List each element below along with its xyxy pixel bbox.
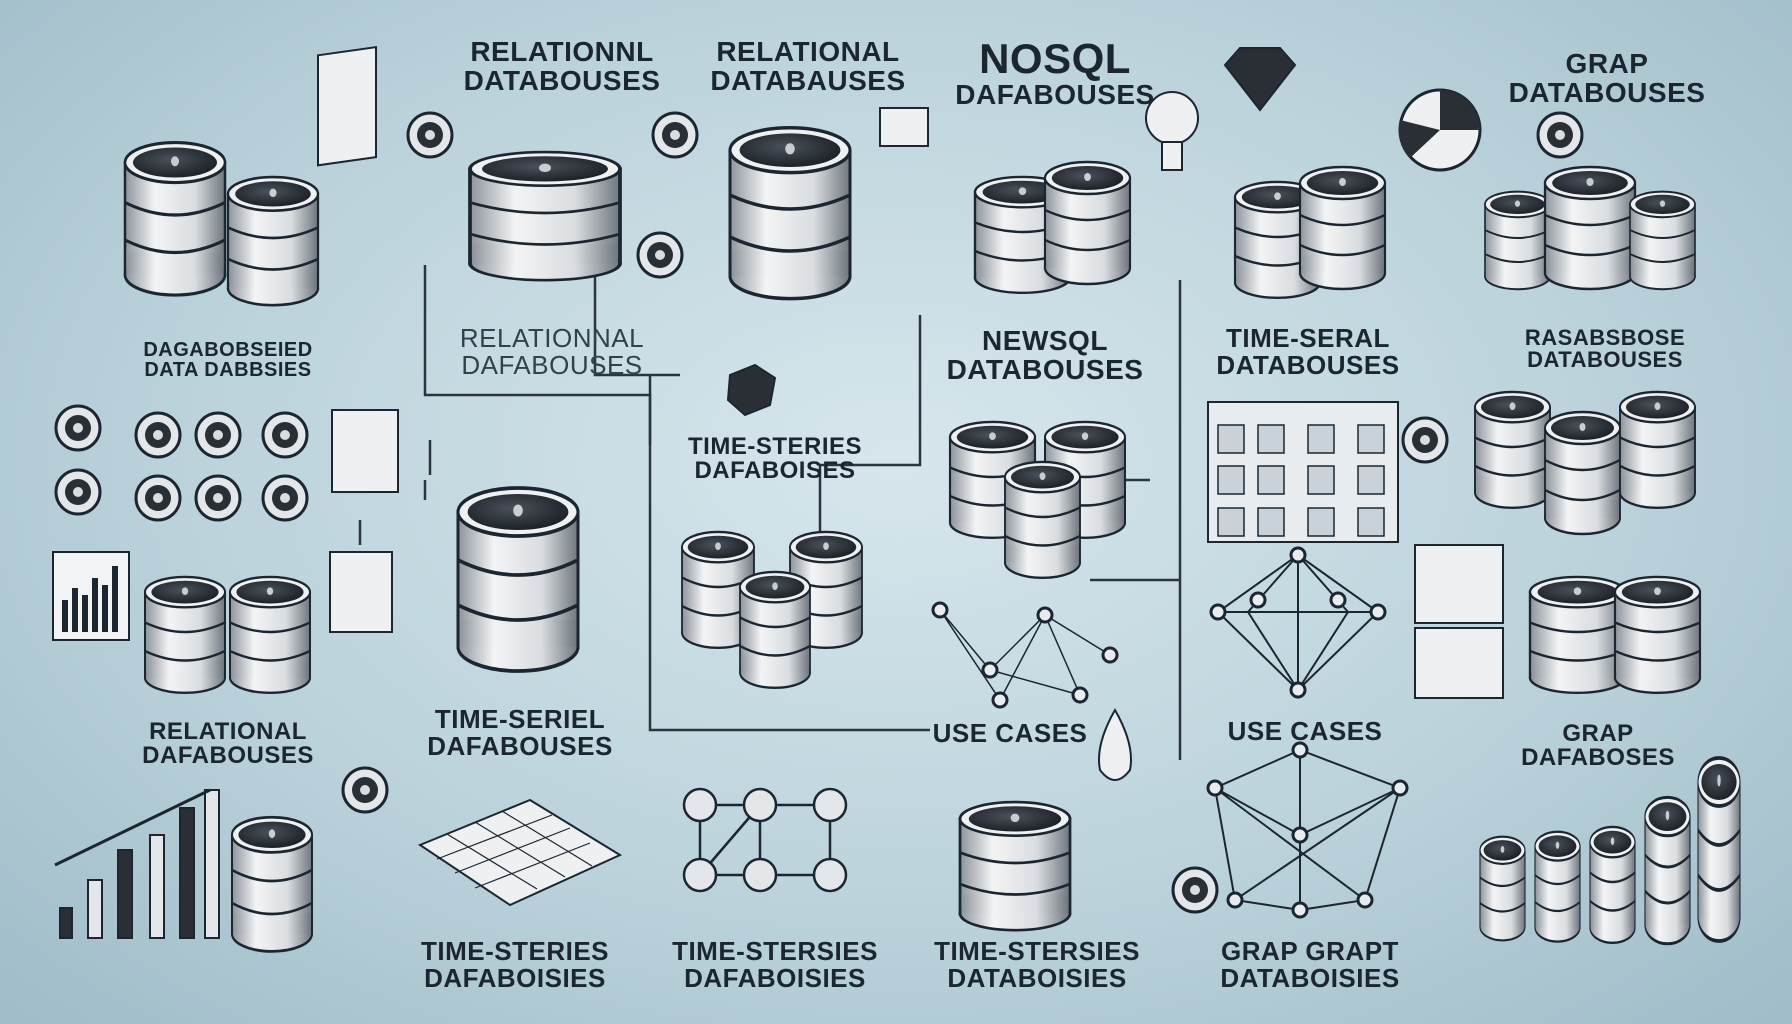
pillar-chart-icon xyxy=(1478,756,1742,946)
cylinder-cluster-n xyxy=(958,800,1072,932)
drop-icon xyxy=(1098,707,1132,781)
label-newsql: NEWSQL DATABOUSES xyxy=(946,325,1144,385)
label-line-2: DAFABOISIES xyxy=(684,962,866,993)
label-line-2: DAFABOUSES xyxy=(142,742,314,770)
small-bar-chart-icon xyxy=(52,551,130,641)
label-line-1: USE CASES xyxy=(1227,716,1383,746)
label-line-1: RASABSBOSE xyxy=(1524,325,1686,350)
label-grap-lower: GRAP DAFABOSES xyxy=(1521,720,1675,772)
cylinder-cluster-m xyxy=(230,815,314,953)
label-line-1: RELATIONAL xyxy=(716,36,900,67)
label-line-1: TIME-SERIEL xyxy=(434,704,606,734)
cylinder-cluster-h xyxy=(948,420,1127,579)
icon-grid-panel xyxy=(1207,401,1399,543)
label-data-left: DAGABOBSEIED DATA DABBSIES xyxy=(143,340,312,381)
cylinder-cluster-a xyxy=(123,140,320,307)
label-nosql-top: NOSQL DAFABOUSES xyxy=(955,35,1155,110)
cylinder-cluster-j xyxy=(680,530,864,689)
label-line-2: DATABAUSES xyxy=(710,64,906,96)
label-time-center: TIME-STERIES DAFABOISES xyxy=(687,433,863,485)
label-line-1: GRAP GRAPT xyxy=(1221,936,1399,966)
cylinder-cluster-e xyxy=(1233,165,1387,299)
label-line-2: DAFABOUSES xyxy=(427,730,613,761)
label-line-2: DAFABOUSES xyxy=(461,349,643,380)
label-line-1: TIME-SERAL xyxy=(1226,323,1390,353)
cylinder-cluster-b xyxy=(468,150,622,283)
label-time-bottom-1: TIME-STERIES DAFABOISIES xyxy=(421,938,609,991)
label-line-2: DATABOISIES xyxy=(1220,962,1400,993)
label-line-1: USE CASES xyxy=(932,718,1088,748)
document-panels xyxy=(317,46,1504,699)
label-line-1: GRAP xyxy=(1565,48,1649,79)
cylinder-cluster-l xyxy=(1528,575,1702,694)
label-graph-top: GRAP DATABOUSES xyxy=(1508,48,1706,108)
pie-chart-icon xyxy=(1398,88,1482,172)
label-rel-top-mid: RELATIONAL DATABAUSES xyxy=(710,36,906,96)
label-line-2: DATABOISIES xyxy=(947,962,1127,993)
label-rel-mid: RELATIONNAL DAFABOUSES xyxy=(460,325,644,378)
label-line-2: DAFABOISIES xyxy=(424,962,606,993)
label-time-bottom-3: TIME-STERSIES DATABOISIES xyxy=(934,938,1140,991)
label-rel-lower-left: RELATIONAL DAFABOUSES xyxy=(142,718,314,770)
label-time-serial: TIME-SERAL DATABOUSES xyxy=(1216,325,1399,378)
label-line-2: DATA DABBSIES xyxy=(144,359,312,382)
graph-network-icon-4 xyxy=(931,601,1119,709)
label-line-1: TIME-STERSIES xyxy=(672,936,878,966)
label-grap-bottom: GRAP GRAPT DATABOISIES xyxy=(1220,938,1399,991)
cylinder-cluster-f xyxy=(1483,165,1697,291)
label-line-2: DATABOUSES xyxy=(1527,347,1683,373)
graph-network-icon-1 xyxy=(1209,546,1387,699)
label-line-1: RELATIONNL xyxy=(470,36,654,67)
label-line-1: NOSQL xyxy=(979,35,1131,82)
label-line-1: DAGABOBSEIED xyxy=(143,339,313,361)
label-time-serel: TIME-SERIEL DAFABOUSES xyxy=(427,706,613,759)
grid-map-icon xyxy=(417,798,623,907)
label-use-cases-2: USE CASES xyxy=(1228,718,1383,745)
graph-network-icon-2 xyxy=(1206,741,1409,919)
cylinder-cluster-c xyxy=(728,126,852,301)
label-line-1: NEWSQL xyxy=(982,325,1108,356)
lightbulb-icon xyxy=(1145,91,1199,171)
label-use-cases-1: USE CASES xyxy=(933,720,1088,747)
cube-icon xyxy=(726,363,777,417)
label-rasabe-right: RASABSBOSE DATABOUSES xyxy=(1524,325,1686,373)
label-line-2: DAFABOSES xyxy=(1521,744,1675,772)
graph-network-icon-3 xyxy=(682,787,848,893)
bar-chart-icon xyxy=(54,788,220,939)
cylinder-cluster-g xyxy=(1473,390,1697,536)
label-line-1: TIME-STERSIES xyxy=(934,936,1140,966)
label-line-1: TIME-STERIES xyxy=(687,433,863,460)
label-line-2: DAFABOISES xyxy=(694,457,856,485)
label-time-bottom-2: TIME-STERSIES DAFABOISIES xyxy=(672,938,878,991)
label-line-2: DATABOUSES xyxy=(1508,76,1706,108)
label-line-1: GRAP xyxy=(1562,720,1634,747)
label-line-2: DATABOUSES xyxy=(463,64,661,96)
label-line-1: RELATIONAL xyxy=(149,718,307,745)
cylinder-cluster-i xyxy=(456,486,580,673)
cylinder-cluster-k xyxy=(143,575,312,694)
cylinder-cluster-d xyxy=(973,160,1132,294)
label-rel-top-left: RELATIONNL DATABOUSES xyxy=(463,36,661,96)
label-line-1: RELATIONNAL xyxy=(459,323,645,353)
label-line-2: DATABOUSES xyxy=(946,353,1144,385)
label-line-1: TIME-STERIES xyxy=(420,936,610,966)
label-line-2: DAFABOUSES xyxy=(955,78,1155,110)
diamond-icon xyxy=(1223,47,1297,112)
label-line-2: DATABOUSES xyxy=(1216,349,1400,380)
